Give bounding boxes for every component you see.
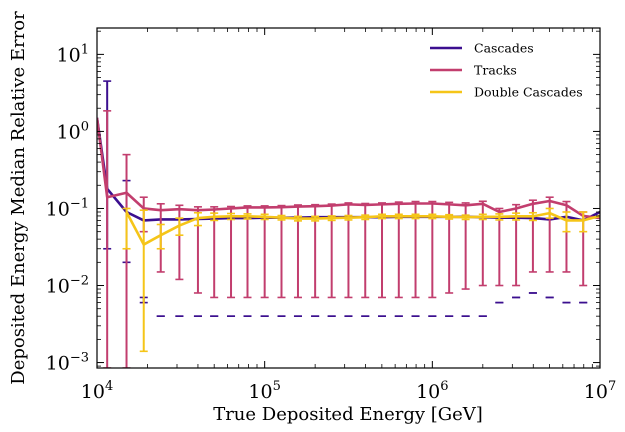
tick-layer: 104 105 106 107 10−3 10−2 10−1 100 101 xyxy=(46,28,616,403)
y-tick-label: 10−2 xyxy=(46,274,89,298)
x-tick-label: 104 xyxy=(81,379,113,403)
y-axis-title: Deposited Energy Median Relative Error xyxy=(8,11,29,385)
y-tick-label: 10−1 xyxy=(46,196,89,220)
series-layer xyxy=(97,80,600,368)
series-line xyxy=(97,117,600,220)
legend-label: Double Cascades xyxy=(474,85,583,100)
y-tick-label: 10−3 xyxy=(46,351,89,375)
x-tick-label: 107 xyxy=(584,379,616,403)
y-tick-label: 100 xyxy=(57,119,89,143)
series-1 xyxy=(97,110,600,368)
x-tick-label: 105 xyxy=(248,379,280,403)
x-axis-title: True Deposited Energy [GeV] xyxy=(213,404,483,425)
legend-label: Tracks xyxy=(474,63,517,78)
series-line xyxy=(125,211,600,246)
legend-label: Cascades xyxy=(474,41,534,56)
series-2 xyxy=(122,207,600,353)
x-tick-label: 106 xyxy=(416,379,448,403)
y-tick-label: 101 xyxy=(57,42,89,66)
plot-frame xyxy=(96,27,601,369)
legend: Cascades Tracks Double Cascades xyxy=(430,41,583,100)
